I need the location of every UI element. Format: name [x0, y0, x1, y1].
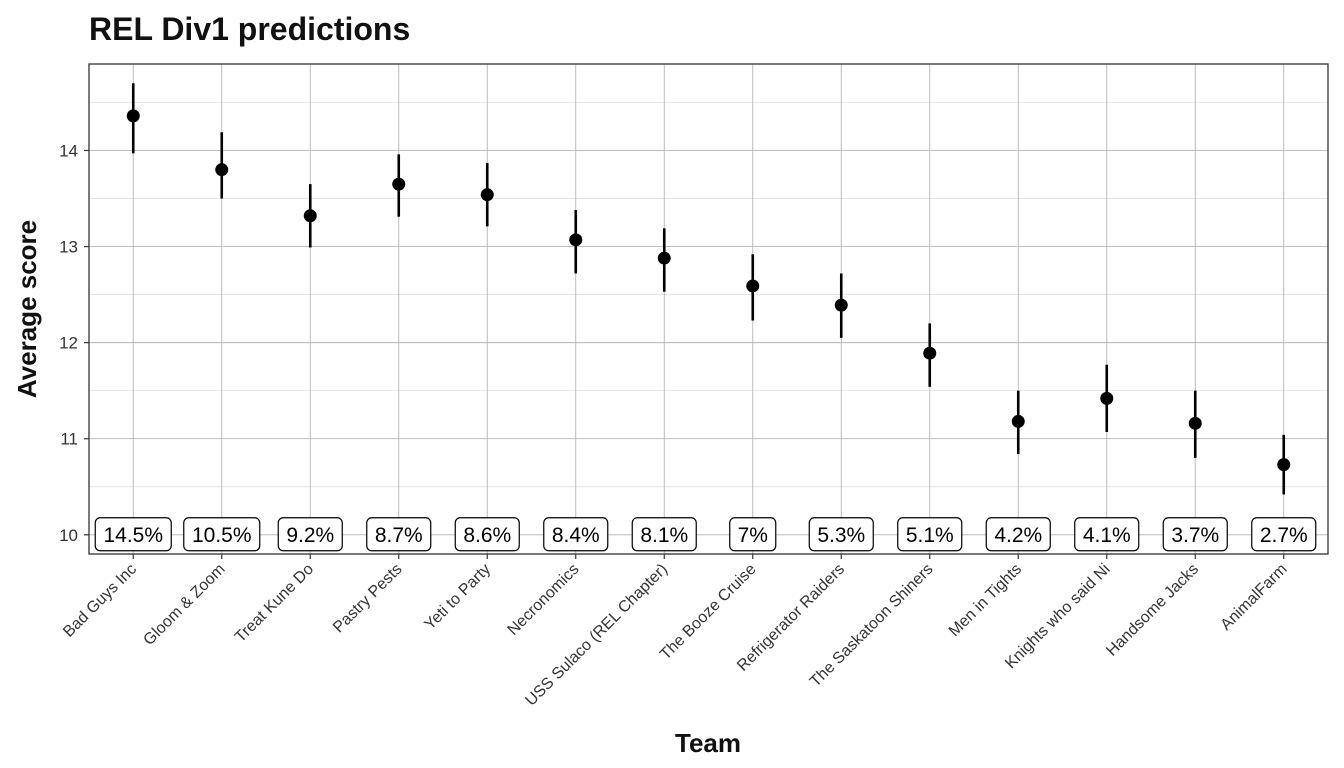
y-axis-title: Average score: [12, 220, 42, 398]
plot-panel-border: [88, 63, 1329, 555]
grid: [89, 64, 1328, 554]
label-box: [897, 517, 963, 552]
x-tick-label: Handsome Jacks: [1103, 561, 1202, 660]
x-tick-label: AnimalFarm: [1218, 561, 1291, 634]
percentage-label: 4.1%: [1083, 524, 1131, 547]
x-tick-label: Men in Tights: [946, 561, 1025, 640]
y-tick-label: 10: [59, 526, 78, 545]
x-axis: Bad Guys Inc Gloom & Zoom Treat Kune Do Pas…: [60, 554, 1291, 710]
data-marks: [126, 83, 1291, 495]
y-tick-label: 11: [60, 430, 78, 449]
percentage-label: 14.5%: [103, 524, 163, 547]
data-point: [657, 251, 671, 265]
x-axis-title: Team: [675, 728, 741, 758]
x-tick-label: Yeti to Party: [421, 561, 494, 634]
percentage-label: 9.2%: [286, 524, 334, 547]
data-point: [126, 109, 140, 123]
label-box: [366, 517, 432, 552]
label-box: [454, 517, 520, 552]
label-box: [1074, 517, 1140, 552]
data-point: [569, 233, 583, 247]
label-box: [808, 517, 874, 552]
data-point: [923, 346, 937, 360]
x-tick-label: Bad Guys Inc: [60, 561, 140, 641]
y-axis: 10 11 12 13 14: [59, 141, 89, 545]
percentage-label: 8.7%: [375, 524, 423, 547]
percentage-label: 10.5%: [192, 524, 252, 547]
x-tick-label: USS Sulaco (REL Chapter): [522, 561, 671, 710]
y-tick-label: 14: [59, 141, 78, 160]
label-box: [1251, 517, 1317, 552]
percentage-label: 5.3%: [817, 524, 865, 547]
x-tick-label: Necronomics: [505, 561, 583, 639]
data-point: [1277, 458, 1291, 472]
x-tick-label: The Booze Cruise: [657, 561, 760, 664]
x-tick-label: Treat Kune Do: [232, 561, 317, 646]
percentage-label: 8.4%: [552, 524, 600, 547]
percentage-labels: 14.5% 10.5% 9.2% 8.7% 8.6% 8.4% 8.1% 7% 5.3% 5.1%…: [94, 517, 1317, 552]
label-box: [94, 517, 172, 552]
data-point: [1188, 416, 1202, 430]
label-box: [729, 517, 777, 552]
percentage-label: 8.1%: [640, 524, 688, 547]
percentage-label: 3.7%: [1171, 524, 1219, 547]
data-point: [215, 163, 229, 177]
percentage-label: 5.1%: [906, 524, 954, 547]
data-point: [1011, 414, 1025, 428]
percentage-label: 7%: [738, 524, 768, 547]
data-point: [746, 279, 760, 293]
chart-title: REL Div1 predictions: [89, 11, 410, 47]
data-point: [834, 298, 848, 312]
percentage-label: 4.2%: [994, 524, 1042, 547]
data-point: [392, 177, 406, 191]
data-point: [480, 188, 494, 202]
x-tick-label: Pastry Pests: [330, 561, 406, 637]
label-box: [543, 517, 609, 552]
x-tick-label: Gloom & Zoom: [140, 561, 228, 649]
data-point: [1100, 391, 1114, 405]
percentage-label: 2.7%: [1260, 524, 1308, 547]
label-box: [183, 517, 261, 552]
percentage-label: 8.6%: [463, 524, 511, 547]
label-box: [631, 517, 697, 552]
data-point: [303, 209, 317, 223]
label-box: [277, 517, 343, 552]
y-tick-label: 12: [59, 334, 78, 353]
label-box: [1162, 517, 1228, 552]
label-box: [985, 517, 1051, 552]
y-tick-label: 13: [59, 238, 78, 257]
